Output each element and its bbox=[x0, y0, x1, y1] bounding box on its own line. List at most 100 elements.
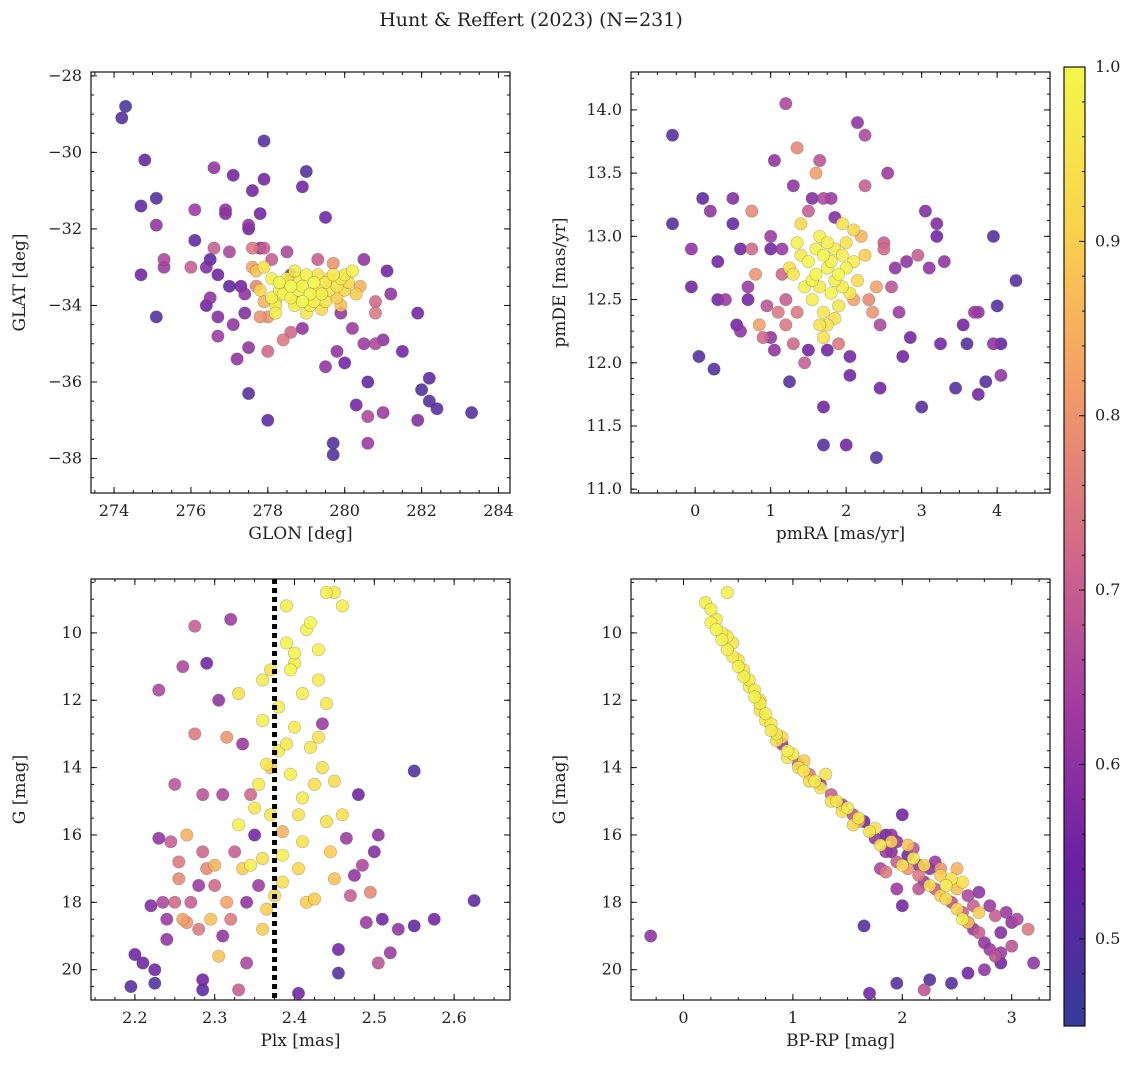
data-point bbox=[805, 293, 819, 307]
data-point bbox=[338, 356, 352, 370]
data-point bbox=[257, 260, 271, 274]
data-point bbox=[188, 727, 202, 741]
data-point bbox=[711, 255, 725, 269]
y-tick-label: 12 bbox=[62, 690, 82, 709]
data-point bbox=[873, 381, 887, 395]
data-point bbox=[339, 831, 353, 845]
data-point bbox=[752, 318, 766, 332]
data-point bbox=[283, 663, 297, 677]
data-point bbox=[850, 116, 864, 130]
data-point bbox=[923, 878, 937, 892]
data-point bbox=[330, 344, 344, 358]
data-point bbox=[244, 788, 258, 802]
data-point bbox=[188, 203, 202, 217]
data-point bbox=[877, 242, 891, 256]
data-point bbox=[383, 946, 397, 960]
y-tick-label: −34 bbox=[48, 295, 82, 314]
x-axis-label: pmRA [mas/yr] bbox=[776, 524, 905, 544]
y-axis-label: GLAT [deg] bbox=[10, 233, 30, 331]
y-tick-label: 12 bbox=[602, 690, 622, 709]
data-point bbox=[207, 241, 221, 255]
data-point bbox=[224, 912, 238, 926]
data-point bbox=[816, 248, 830, 262]
data-point bbox=[367, 845, 381, 859]
data-point bbox=[884, 280, 898, 294]
data-point bbox=[307, 892, 321, 906]
data-point bbox=[835, 248, 849, 262]
data-point bbox=[790, 305, 804, 319]
data-point bbox=[242, 341, 256, 355]
data-point bbox=[979, 375, 993, 389]
data-point bbox=[709, 622, 723, 636]
data-point bbox=[311, 730, 325, 744]
data-point bbox=[261, 344, 275, 358]
data-point bbox=[275, 875, 289, 889]
data-point bbox=[376, 406, 390, 420]
data-point bbox=[172, 855, 186, 869]
data-point bbox=[272, 275, 286, 289]
y-axis-label: pmDE [mas/yr] bbox=[550, 217, 570, 347]
panel-glon-glat: 274 276 278 280 282 284 −28 −30 −32 −34 −36 −38 GLO… bbox=[10, 66, 514, 544]
data-point bbox=[813, 154, 827, 168]
data-point bbox=[764, 229, 778, 243]
data-point bbox=[216, 788, 230, 802]
data-point bbox=[918, 204, 932, 218]
data-point bbox=[912, 868, 926, 882]
data-point bbox=[816, 305, 830, 319]
data-point bbox=[794, 217, 808, 231]
x-axis-label: Plx [mas] bbox=[260, 1031, 340, 1051]
data-point bbox=[835, 217, 849, 231]
y-tick-label: 14 bbox=[602, 758, 622, 777]
data-point bbox=[912, 882, 926, 896]
data-point bbox=[665, 217, 679, 231]
data-point bbox=[248, 828, 262, 842]
y-tick-label: −36 bbox=[48, 372, 82, 391]
data-point bbox=[832, 299, 846, 313]
data-point bbox=[192, 878, 206, 892]
data-point bbox=[211, 268, 225, 282]
data-point bbox=[180, 828, 194, 842]
data-point bbox=[211, 329, 225, 343]
data-point bbox=[411, 306, 425, 320]
data-point bbox=[380, 264, 394, 278]
data-point bbox=[923, 973, 937, 987]
data-point bbox=[288, 264, 302, 278]
data-point bbox=[839, 438, 853, 452]
data-point bbox=[1021, 922, 1035, 936]
data-point bbox=[760, 299, 774, 313]
data-point bbox=[937, 255, 951, 269]
data-point bbox=[279, 737, 293, 751]
data-point bbox=[368, 337, 382, 351]
data-point bbox=[749, 267, 763, 281]
data-point bbox=[176, 912, 190, 926]
x-tick-label: 284 bbox=[483, 501, 514, 520]
data-point bbox=[303, 616, 317, 630]
data-point bbox=[786, 337, 800, 351]
data-point bbox=[347, 868, 361, 882]
data-point bbox=[858, 248, 872, 262]
data-point bbox=[359, 915, 373, 929]
data-point bbox=[422, 371, 436, 385]
data-point bbox=[345, 321, 359, 335]
data-point bbox=[242, 218, 256, 232]
y-tick-label: −32 bbox=[48, 219, 82, 238]
data-point bbox=[427, 912, 441, 926]
data-point bbox=[465, 406, 479, 420]
data-point bbox=[279, 636, 293, 650]
data-point bbox=[315, 287, 329, 301]
data-point bbox=[839, 236, 853, 250]
data-point bbox=[797, 764, 811, 778]
x-tick-label: 0 bbox=[678, 1008, 688, 1027]
data-point bbox=[156, 895, 170, 909]
data-point bbox=[256, 713, 270, 727]
data-point bbox=[245, 184, 259, 198]
data-point bbox=[253, 283, 267, 297]
data-point bbox=[253, 207, 267, 221]
data-point bbox=[299, 268, 313, 282]
x-tick-label: 282 bbox=[406, 501, 437, 520]
data-point bbox=[216, 929, 230, 943]
data-point bbox=[790, 236, 804, 250]
data-point bbox=[240, 956, 254, 970]
data-point bbox=[138, 153, 152, 167]
